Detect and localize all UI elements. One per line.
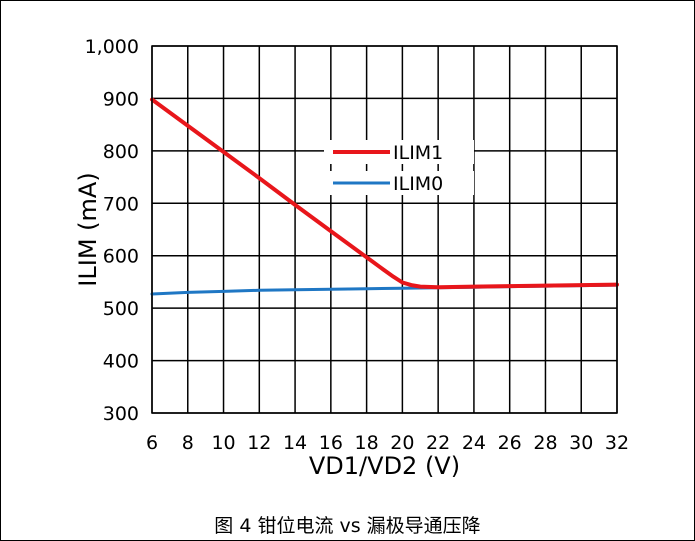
x-tick-label: 14 [283, 432, 307, 454]
x-tick-label: 12 [247, 432, 271, 454]
x-tick-label: 28 [533, 432, 557, 454]
legend-label: ILIM0 [393, 173, 443, 195]
y-tick-label: 300 [103, 403, 139, 425]
chart-grid [151, 45, 618, 414]
x-tick-label: 26 [498, 432, 522, 454]
x-tick-label: 30 [569, 432, 593, 454]
x-tick-label: 16 [319, 432, 343, 454]
x-axis-label: VD1/VD2 (V) [309, 452, 460, 480]
plot-border [151, 45, 618, 414]
y-tick-label: 500 [103, 298, 139, 320]
y-axis-label: ILIM (mA) [74, 172, 102, 286]
x-tick-label: 22 [426, 432, 450, 454]
series-line-ilim1 [150, 97, 619, 290]
line-chart: 6 8 10 12 14 16 18 20 22 24 26 28 30 32 300 400 500 600 7… [74, 36, 629, 480]
y-tick-label: 400 [103, 351, 139, 373]
y-tick-labels: 300 400 500 600 700 800 900 1,000 [85, 36, 139, 425]
y-tick-label: 800 [103, 141, 139, 163]
x-tick-label: 32 [605, 432, 629, 454]
x-tick-label: 6 [146, 432, 158, 454]
y-tick-label: 600 [103, 246, 139, 268]
y-tick-label: 900 [103, 88, 139, 110]
x-tick-label: 10 [211, 432, 235, 454]
legend-label: ILIM1 [393, 142, 443, 164]
x-tick-label: 18 [355, 432, 379, 454]
x-tick-label: 8 [182, 432, 194, 454]
x-tick-labels: 6 8 10 12 14 16 18 20 22 24 26 28 30 32 [146, 432, 629, 454]
x-tick-label: 24 [462, 432, 486, 454]
x-tick-label: 20 [390, 432, 414, 454]
y-tick-label: 700 [103, 193, 139, 215]
y-tick-label: 1,000 [85, 36, 139, 58]
figure-caption: 图 4 钳位电流 vs 漏极导通压降 [214, 515, 481, 537]
series-layer [150, 97, 619, 296]
legend: ILIM1 ILIM0 [324, 140, 474, 195]
